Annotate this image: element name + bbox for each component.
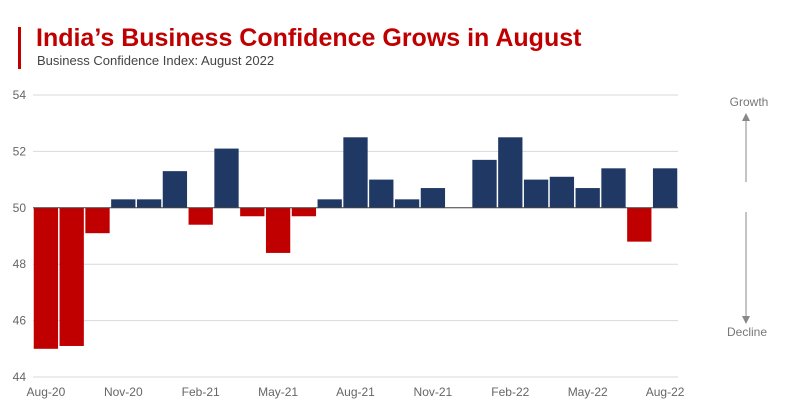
y-tick-label: 48	[13, 257, 27, 271]
growth-label: Growth	[730, 95, 769, 109]
y-tick-label: 46	[13, 314, 27, 328]
bar-Dec-20	[136, 199, 162, 208]
bar-Aug-21	[343, 137, 368, 208]
bar-Aug-22	[652, 168, 678, 208]
bar-Jul-21	[317, 199, 342, 208]
x-tick-label: May-22	[568, 385, 608, 399]
x-tick-label: Aug-20	[27, 385, 66, 399]
growth-arrow-head	[742, 113, 750, 121]
y-tick-label: 50	[13, 201, 27, 215]
y-axis-ticks: 44 46 48 50 52 54	[13, 88, 27, 384]
decline-arrow-head	[742, 316, 750, 324]
direction-annotations: Growth Decline	[727, 95, 768, 339]
bar-Mar-22	[523, 179, 549, 208]
x-axis-ticks: Aug-20 Nov-20 Feb-21 May-21 Aug-21 Nov-21 Feb-…	[27, 385, 685, 399]
chart-title: India’s Business Confidence Grows in Aug…	[36, 24, 582, 52]
bar-Oct-20	[85, 207, 110, 234]
x-tick-label: Nov-21	[414, 385, 453, 399]
x-tick-label: Aug-22	[646, 385, 685, 399]
y-tick-label: 54	[13, 88, 27, 102]
title-accent-bar	[18, 27, 21, 69]
bar-Sep-20	[59, 207, 84, 346]
decline-label: Decline	[727, 325, 767, 339]
chart-subtitle: Business Confidence Index: August 2022	[37, 53, 275, 68]
bar-Nov-20	[111, 199, 136, 208]
bar-Jan-22	[472, 159, 497, 208]
bar-Mar-21	[214, 148, 239, 208]
bar-Jun-22	[601, 168, 626, 208]
bar-May-22	[575, 188, 600, 208]
x-tick-label: May-21	[258, 385, 298, 399]
x-tick-label: Feb-21	[182, 385, 220, 399]
x-tick-label: Nov-20	[104, 385, 143, 399]
bar-Jan-21	[162, 171, 188, 208]
bar-Feb-21	[188, 207, 213, 225]
bar-Apr-21	[240, 207, 265, 217]
x-tick-label: Aug-21	[336, 385, 375, 399]
x-tick-label: Feb-22	[491, 385, 529, 399]
bars	[33, 137, 678, 349]
bar-Apr-22	[549, 176, 575, 208]
bar-Nov-21	[420, 188, 446, 208]
y-tick-label: 44	[13, 370, 27, 384]
bar-Oct-21	[394, 199, 420, 208]
bar-Aug-20	[33, 207, 59, 349]
bar-Jul-22	[627, 207, 652, 242]
bar-Jun-21	[291, 207, 317, 217]
bar-May-21	[265, 207, 291, 253]
bar-Sep-21	[369, 179, 394, 208]
bar-Feb-22	[498, 137, 523, 208]
y-tick-label: 52	[13, 144, 27, 158]
